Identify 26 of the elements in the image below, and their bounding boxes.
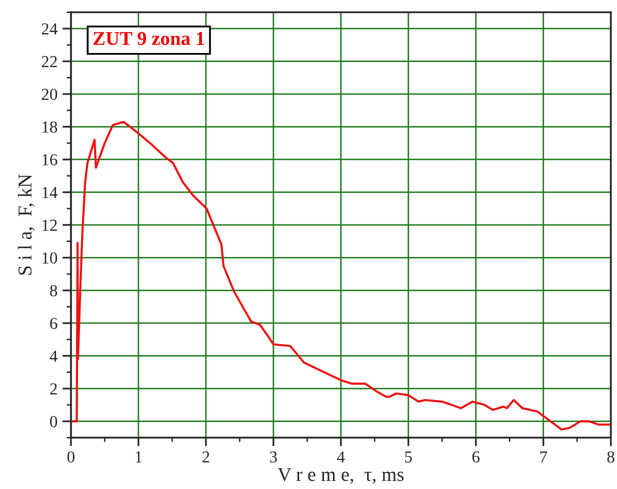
x-tick-label: 2: [202, 451, 210, 462]
y-tick-label: 22: [42, 56, 57, 68]
x-tick-label: 1: [136, 451, 142, 462]
y-axis-title: S i l a, F, kN: [18, 174, 34, 275]
x-tick-label: 4: [337, 451, 345, 462]
y-tick-label: 20: [42, 88, 58, 100]
y-tick-label: 14: [42, 186, 58, 198]
y-tick-label: 10: [42, 252, 58, 264]
x-tick-label: 3: [270, 451, 277, 463]
y-tick-label: 24: [42, 23, 58, 34]
y-tick-label: 6: [50, 318, 58, 330]
x-tick-label: 6: [472, 451, 480, 463]
y-tick-label: 8: [50, 285, 58, 296]
y-tick-label: 18: [42, 121, 58, 133]
x-axis-title: V r e m e, τ, ms: [278, 468, 404, 484]
y-tick-label: 16: [42, 154, 58, 166]
x-tick-label: 7: [540, 452, 548, 462]
y-tick-label: 2: [50, 383, 57, 394]
y-tick-label: 12: [42, 220, 57, 231]
x-tick-label: 0: [67, 451, 74, 463]
y-tick-label: 0: [50, 416, 58, 428]
annotation: ZUT 9 zona 1: [93, 32, 204, 46]
x-tick-label: 5: [405, 452, 412, 463]
y-tick-label: 4: [50, 350, 58, 362]
x-tick-label: 8: [607, 451, 614, 463]
line-series: [70, 120, 611, 431]
